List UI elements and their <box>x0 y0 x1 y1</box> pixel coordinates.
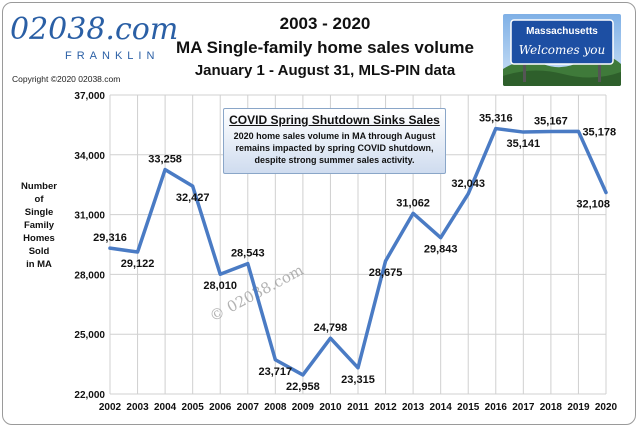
y-axis-label-line: Number <box>21 181 57 192</box>
y-axis-label-line: Sold <box>28 246 50 257</box>
callout-line: 2020 home sales volume in MA through Aug… <box>233 131 436 141</box>
data-label: 28,010 <box>203 280 237 292</box>
x-tick-label: 2014 <box>430 402 453 413</box>
sign-top-text: Massachusetts <box>526 26 598 37</box>
data-label: 29,316 <box>93 232 127 244</box>
x-tick-label: 2018 <box>540 402 563 413</box>
data-label: 33,258 <box>148 154 182 166</box>
logo-subtext: FRANKLIN <box>65 50 160 62</box>
x-tick-label: 2006 <box>209 402 232 413</box>
data-label: 29,843 <box>424 244 458 256</box>
callout-box: COVID Spring Shutdown Sinks Sales 2020 h… <box>223 108 446 174</box>
data-label: 35,141 <box>507 138 541 150</box>
data-label: 28,543 <box>231 248 265 260</box>
y-tick-label: 34,000 <box>74 151 105 162</box>
y-tick-label: 37,000 <box>74 91 105 102</box>
site-logo: 02038.com FRANKLIN <box>10 12 178 72</box>
x-tick-label: 2016 <box>485 402 508 413</box>
x-tick-label: 2005 <box>182 402 205 413</box>
data-label: 32,108 <box>576 199 610 211</box>
y-tick-label: 28,000 <box>74 270 105 281</box>
x-tick-label: 2013 <box>402 402 425 413</box>
callout-line: despite strong summer sales activity. <box>254 155 415 165</box>
x-tick-label: 2009 <box>292 402 315 413</box>
y-axis-label: Number of Single Family Homes Sold in MA <box>8 180 70 271</box>
massachusetts-welcome-sign-image: Massachusetts Welcomes you <box>503 14 621 86</box>
logo-text: 02038.com <box>10 12 179 47</box>
data-label: 35,167 <box>534 116 568 128</box>
x-tick-label: 2003 <box>126 402 149 413</box>
x-tick-label: 2017 <box>512 402 535 413</box>
y-axis-label-line: Family <box>23 220 55 231</box>
data-label: 32,427 <box>176 192 210 204</box>
y-axis-label-line: of <box>34 194 44 205</box>
chart-title: MA Single-family home sales volume <box>176 38 474 57</box>
data-label: 32,043 <box>451 178 485 190</box>
x-tick-label: 2012 <box>374 402 397 413</box>
y-axis-label-line: Single <box>24 207 54 218</box>
callout-title: COVID Spring Shutdown Sinks Sales <box>229 113 440 127</box>
data-label: 35,316 <box>479 113 513 125</box>
data-label: 23,717 <box>259 366 293 378</box>
y-axis-label-line: Homes <box>23 233 55 244</box>
sign-bottom-text: Welcomes you <box>519 43 605 57</box>
x-tick-label: 2019 <box>567 402 590 413</box>
y-tick-label: 31,000 <box>74 211 105 222</box>
data-label: 35,178 <box>582 126 616 138</box>
callout-body: 2020 home sales volume in MA through Aug… <box>224 130 445 166</box>
x-tick-label: 2008 <box>264 402 287 413</box>
data-label: 29,122 <box>121 258 155 270</box>
copyright-notice: Copyright ©2020 02038.com <box>12 74 121 84</box>
x-tick-label: 2010 <box>319 402 342 413</box>
series-line <box>108 126 608 377</box>
data-label: 31,062 <box>396 197 430 209</box>
x-tick-label: 2011 <box>347 402 369 413</box>
chart-subtitle: January 1 - August 31, MLS-PIN data <box>194 62 456 79</box>
x-tick-label: 2007 <box>237 402 260 413</box>
x-tick-label: 2015 <box>457 402 480 413</box>
data-label: 24,798 <box>314 322 348 334</box>
data-label: 22,958 <box>286 381 320 393</box>
y-tick-label: 22,000 <box>74 390 105 401</box>
callout-line: remains impacted by spring COVID shutdow… <box>235 143 434 153</box>
data-label: 28,675 <box>369 267 403 279</box>
x-tick-label: 2004 <box>154 402 177 413</box>
y-tick-label: 25,000 <box>74 330 105 341</box>
x-tick-label: 2002 <box>99 402 122 413</box>
chart-title-years: 2003 - 2020 <box>279 14 371 33</box>
y-axis-label-line: in MA <box>26 259 52 270</box>
x-tick-label: 2020 <box>595 402 618 413</box>
data-label: 23,315 <box>341 374 375 386</box>
